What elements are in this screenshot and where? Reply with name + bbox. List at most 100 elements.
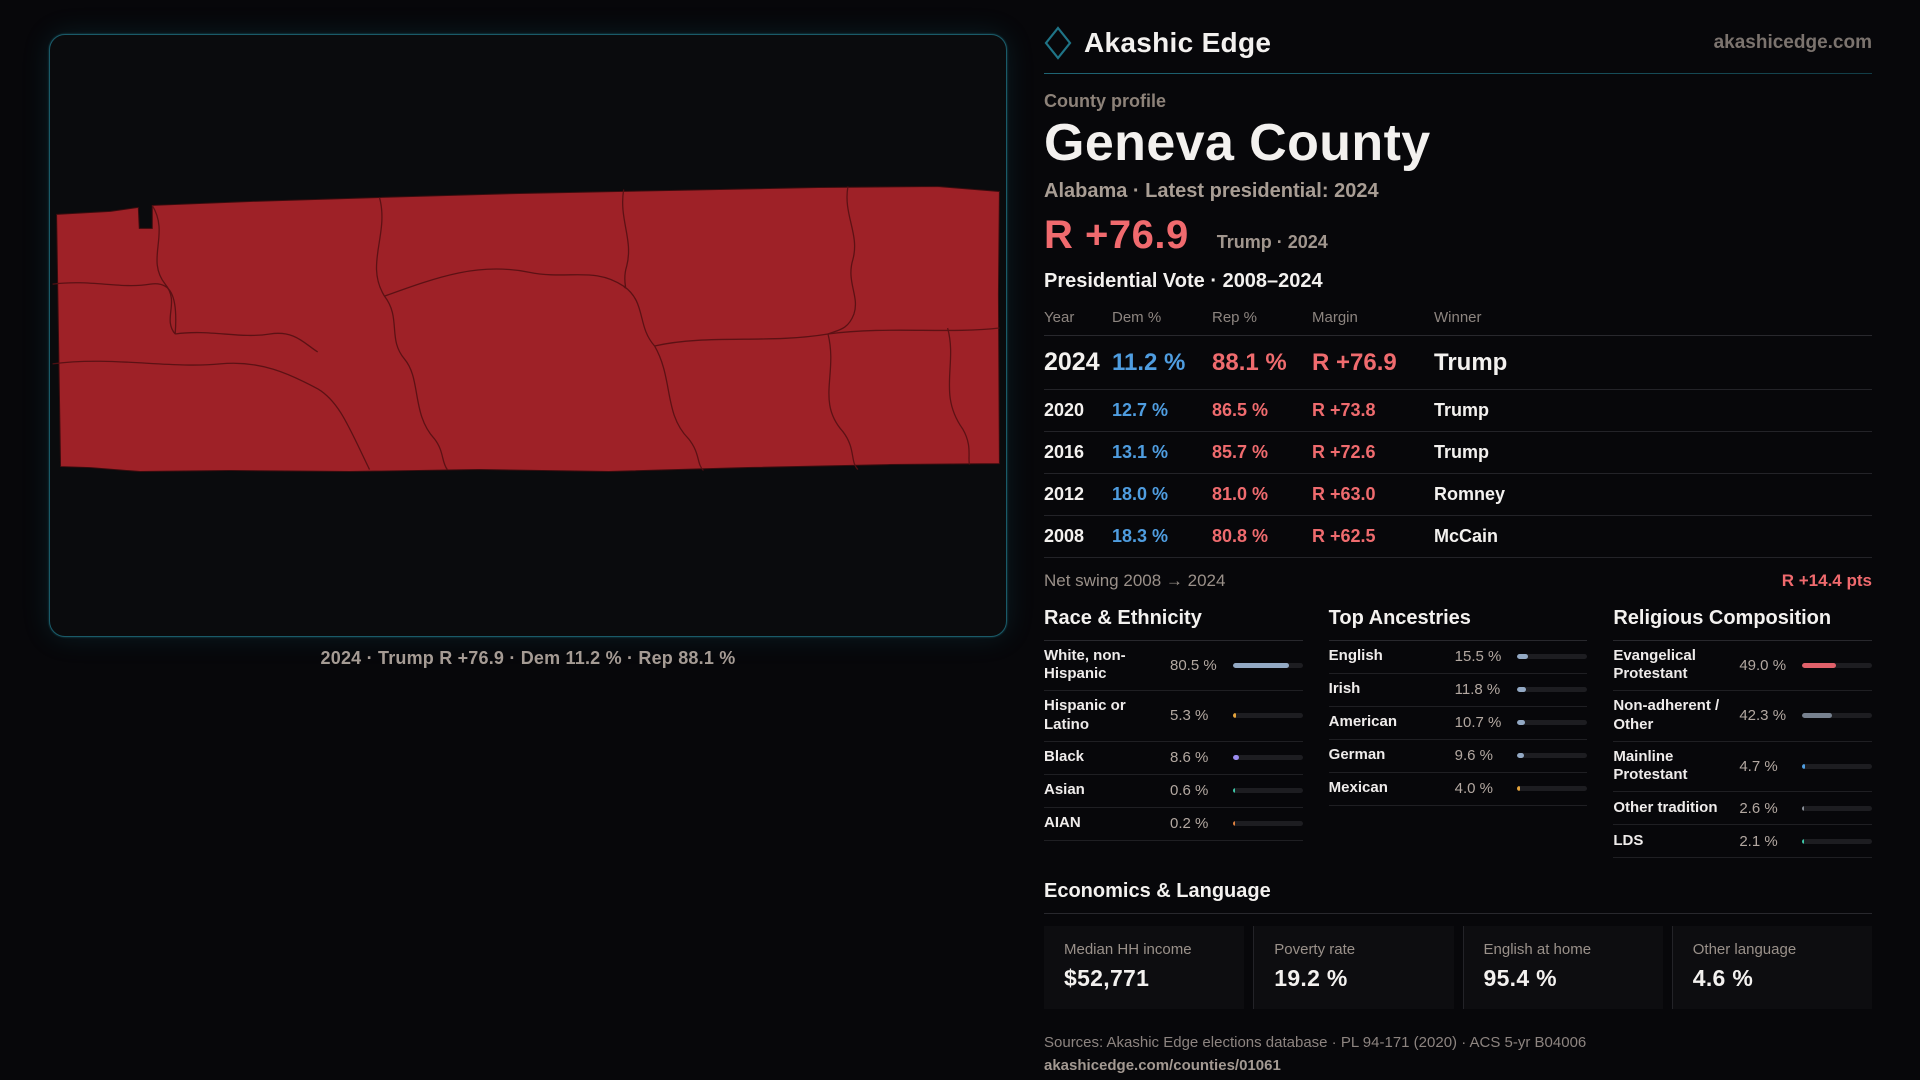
- col-winner: Winner: [1434, 308, 1482, 326]
- col-dem: Dem %: [1112, 308, 1162, 326]
- stat-card: Other language 4.6 %: [1671, 926, 1872, 1010]
- dem-cell: 18.0 %: [1112, 483, 1169, 504]
- stat-value: 95.4 %: [1483, 965, 1557, 992]
- net-swing-label: Net swing 2008 → 2024: [1044, 570, 1226, 590]
- bar-track: [1801, 662, 1872, 668]
- winner-cell: Romney: [1434, 483, 1506, 504]
- item-label: German: [1328, 746, 1386, 764]
- footer-sources: Sources: Akashic Edge elections database…: [1044, 1034, 1587, 1052]
- margin-cell: R +72.6: [1312, 441, 1376, 462]
- list-item: White, non-Hispanic 80.5 %: [1044, 641, 1303, 692]
- dem-cell: 12.7 %: [1112, 399, 1169, 420]
- precinct-boundaries: [52, 186, 1000, 472]
- table-row: 2016 13.1 % 85.7 % R +72.6 Trump: [1044, 432, 1872, 474]
- list-item: LDS 2.1 %: [1613, 825, 1872, 859]
- headline-margin-note: Trump · 2024: [1216, 231, 1328, 252]
- list-item: Hispanic or Latino 5.3 %: [1044, 691, 1303, 742]
- item-value: 10.7 %: [1454, 714, 1502, 732]
- kicker: County profile: [1044, 91, 1166, 111]
- stat-label: Median HH income: [1064, 941, 1192, 959]
- col-year: Year: [1044, 308, 1075, 326]
- list-item: Evangelical Protestant 49.0 %: [1613, 641, 1872, 692]
- year-cell: 2020: [1044, 399, 1085, 420]
- item-value: 15.5 %: [1454, 648, 1502, 666]
- item-value: 80.5 %: [1170, 656, 1217, 674]
- winner-cell: McCain: [1434, 525, 1499, 546]
- bar-fill: [1801, 763, 1806, 769]
- dem-cell: 18.3 %: [1112, 525, 1169, 546]
- county-shape-group: [52, 185, 1000, 473]
- stat-label: Poverty rate: [1274, 941, 1356, 959]
- ancestries-title: Top Ancestries: [1328, 607, 1588, 641]
- margin-cell: R +63.0: [1312, 483, 1376, 504]
- bar-track: [1801, 713, 1872, 719]
- item-value: 4.7 %: [1739, 757, 1778, 775]
- item-value: 2.6 %: [1739, 799, 1778, 817]
- table-row: 2008 18.3 % 80.8 % R +62.5 McCain: [1044, 516, 1872, 558]
- vote-table-title: Presidential Vote · 2008–2024: [1044, 269, 1323, 292]
- bar-track: [1232, 821, 1303, 827]
- dem-cell: 11.2 %: [1112, 348, 1186, 376]
- vote-table-header: Year Dem % Rep % Margin Winner: [1044, 303, 1872, 336]
- list-item: AIAN 0.2 %: [1044, 808, 1303, 841]
- rep-cell: 80.8 %: [1212, 525, 1269, 546]
- item-value: 42.3 %: [1739, 707, 1787, 725]
- bar-fill: [1517, 654, 1529, 660]
- list-item: Mainline Protestant 4.7 %: [1613, 742, 1872, 793]
- bar-track: [1517, 687, 1588, 693]
- bar-track: [1232, 713, 1303, 719]
- item-label: AIAN: [1044, 814, 1081, 832]
- winner-cell: Trump: [1434, 441, 1490, 462]
- race-section: Race & Ethnicity White, non-Hispanic 80.…: [1044, 607, 1303, 859]
- list-item: Mexican 4.0 %: [1328, 773, 1588, 806]
- bar-fill: [1801, 713, 1832, 719]
- economics-cards: Median HH income $52,771 Poverty rate 19…: [1044, 926, 1872, 1010]
- item-label: Other tradition: [1613, 798, 1718, 816]
- stat-label: Other language: [1692, 941, 1797, 959]
- footer-permalink[interactable]: akashicedge.com/counties/01061: [1044, 1057, 1281, 1075]
- bar-fill: [1801, 662, 1837, 668]
- item-label: LDS: [1613, 831, 1644, 849]
- bar-track: [1801, 805, 1872, 811]
- col-margin: Margin: [1312, 308, 1358, 326]
- county-map: [52, 185, 1000, 473]
- margin-cell: R +73.8: [1312, 399, 1376, 420]
- item-value: 5.3 %: [1170, 707, 1209, 725]
- net-swing-row: Net swing 2008 → 2024 R +14.4 pts: [1044, 571, 1872, 591]
- item-value: 2.1 %: [1739, 832, 1778, 850]
- map-caption: 2024 · Trump R +76.9 · Dem 11.2 % · Rep …: [320, 648, 736, 668]
- list-item: American 10.7 %: [1328, 707, 1588, 740]
- bar-track: [1517, 786, 1588, 792]
- bar-track: [1232, 788, 1303, 794]
- county-shape: [56, 185, 1000, 473]
- item-value: 0.2 %: [1170, 815, 1209, 833]
- margin-cell: R +62.5: [1312, 525, 1376, 546]
- bar-track: [1232, 662, 1303, 668]
- headline-margin: R +76.9: [1044, 212, 1189, 257]
- list-item: German 9.6 %: [1328, 740, 1588, 773]
- winner-cell: Trump: [1434, 348, 1508, 376]
- stat-card: Poverty rate 19.2 %: [1253, 926, 1454, 1010]
- bar-fill: [1801, 838, 1804, 844]
- item-value: 9.6 %: [1454, 747, 1494, 765]
- item-value: 4.0 %: [1454, 780, 1494, 798]
- stat-card: English at home 95.4 %: [1462, 926, 1663, 1010]
- header-divider: [1044, 73, 1872, 74]
- brand-site-link[interactable]: akashicedge.com: [1713, 32, 1872, 53]
- list-item: Irish 11.8 %: [1328, 674, 1588, 707]
- stat-card: Median HH income $52,771: [1044, 926, 1245, 1010]
- net-swing-value: R +14.4 pts: [1781, 570, 1872, 590]
- dem-cell: 13.1 %: [1112, 441, 1169, 462]
- margin-cell: R +76.9: [1312, 348, 1397, 376]
- profile-panel: Akashic Edge akashicedge.com County prof…: [1044, 26, 1872, 1078]
- bar-track: [1801, 838, 1872, 844]
- bar-track: [1517, 654, 1588, 660]
- stat-label: English at home: [1483, 941, 1592, 959]
- item-label: White, non-Hispanic: [1044, 646, 1126, 683]
- item-label: Mainline Protestant: [1613, 747, 1688, 784]
- year-cell: 2024: [1044, 347, 1100, 376]
- item-value: 0.6 %: [1170, 782, 1209, 800]
- brand-name: Akashic Edge: [1084, 27, 1272, 58]
- demographics-columns: Race & Ethnicity White, non-Hispanic 80.…: [1044, 607, 1872, 859]
- bar-fill: [1232, 821, 1235, 827]
